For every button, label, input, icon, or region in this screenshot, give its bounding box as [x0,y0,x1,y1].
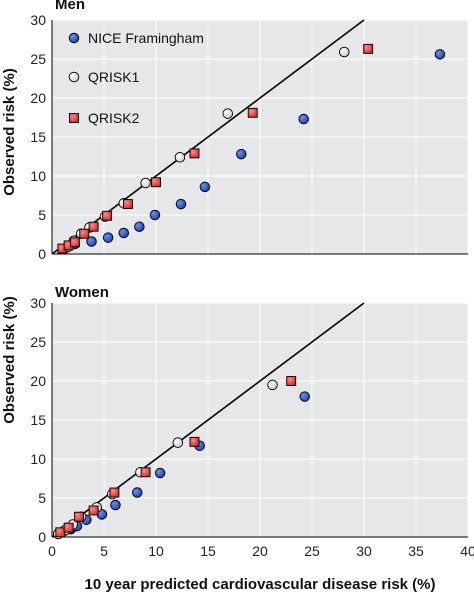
y-tick-label: 0 [38,246,46,262]
qrisk2-point [363,43,374,54]
qrisk2-point [74,511,84,522]
y-axis-title: Observed risk (%) [1,68,18,196]
nice-framingham-point [434,49,446,60]
x-tick-label: 35 [408,543,424,559]
nice-framingham-point [86,236,97,247]
legend: NICE Framingham QRISK1 QRISK2 [68,30,204,126]
nice-framingham-point [199,181,211,193]
legend-marker-nice-framingham [68,32,80,44]
y-tick-label: 10 [30,168,46,184]
x-tick-label: 10 [148,543,164,559]
qrisk2-point [102,210,113,221]
nice-framingham-point [175,198,187,210]
panel-title: Women [55,284,109,301]
legend-label: QRISK1 [88,69,140,85]
qrisk2-point [286,376,297,386]
x-tick-label: 40 [460,543,474,559]
y-tick-label: 5 [38,207,46,223]
qrisk2-point [140,467,151,478]
qrisk2-point [69,237,80,248]
qrisk2-point [109,487,120,498]
qrisk2-point [189,148,200,159]
qrisk1-point [174,152,186,163]
panel-title: Men [55,0,85,13]
qrisk1-point [172,437,184,448]
qrisk1-point [338,46,350,58]
legend-marker-qrisk2 [69,113,79,123]
qrisk1-point [140,177,151,189]
y-tick-label: 5 [38,490,46,506]
y-tick-label: 10 [30,451,46,467]
legend-marker-qrisk1 [68,71,80,83]
qrisk2-point [63,522,74,533]
qrisk2-point [88,221,99,232]
nice-framingham-point [299,391,310,402]
qrisk2-point [122,199,133,210]
nice-framingham-point [134,221,145,232]
x-axis-title: 10 year predicted cardiovascular disease… [84,576,435,593]
nice-framingham-point [110,499,121,511]
y-tick-label: 30 [30,295,46,311]
qrisk1-point [222,108,234,119]
y-axis-title: Observed risk (%) [1,296,18,424]
legend-label: QRISK2 [88,110,140,126]
qrisk2-point [55,527,66,538]
y-tick-label: 30 [30,12,46,28]
y-tick-label: 20 [30,373,46,389]
y-tick-label: 25 [30,334,46,350]
legend-label: NICE Framingham [88,30,204,46]
x-tick-label: 0 [48,543,56,559]
nice-framingham-point [236,148,247,160]
y-tick-label: 25 [30,51,46,67]
y-tick-label: 20 [30,90,46,106]
nice-framingham-point [118,227,130,239]
nice-framingham-point [154,467,166,479]
x-tick-label: 15 [200,543,216,559]
x-tick-label: 20 [252,543,268,559]
qrisk2-point [247,107,258,118]
nice-framingham-point [298,113,309,125]
x-tick-label: 25 [304,543,320,559]
panel-1: 0 5 10 15 20 25 30 0 5 10 15 20 25 30 35 40 Women Observe… [1,284,474,559]
x-tick-label: 5 [100,543,108,559]
y-tick-label: 15 [30,129,46,145]
panel-0: 0 5 10 15 20 25 30 Men Observed risk (%) NICE Fra… [1,0,469,262]
qrisk2-point [189,436,200,447]
qrisk2-point [88,505,99,516]
x-tick-label: 30 [356,543,372,559]
y-tick-label: 15 [30,412,46,428]
qrisk1-point [267,379,278,391]
nice-framingham-point [132,487,143,498]
qrisk2-point [79,228,90,239]
nice-framingham-point [102,232,114,243]
y-tick-label: 0 [38,529,46,545]
identity-line [51,302,365,538]
nice-framingham-point [149,209,161,221]
qrisk2-point [151,177,161,188]
